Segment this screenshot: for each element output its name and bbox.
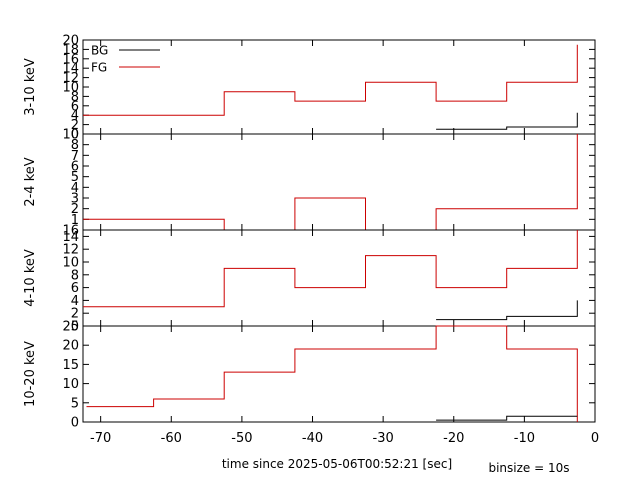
y-tick-label: 4 bbox=[71, 294, 79, 309]
y-tick-label: 0 bbox=[71, 416, 79, 431]
y-tick-label: 0 bbox=[71, 128, 79, 143]
y-tick-label: 14 bbox=[62, 230, 79, 245]
y-tick-label: 4 bbox=[71, 109, 79, 124]
x-tick-label: 0 bbox=[591, 431, 599, 446]
y-tick-label: 12 bbox=[62, 71, 79, 86]
y-tick-label: 2 bbox=[71, 307, 79, 322]
y-tick-label: 10 bbox=[62, 81, 79, 96]
y-tick-label: 3 bbox=[71, 192, 79, 207]
y-tick-label: 5 bbox=[71, 396, 79, 411]
y-tick-label: 2 bbox=[71, 118, 79, 133]
y-tick-label: 8 bbox=[71, 268, 79, 283]
y-tick-label: 1 bbox=[71, 213, 79, 228]
y-tick-label: 10 bbox=[62, 377, 79, 392]
y-tick-label: 12 bbox=[62, 243, 79, 258]
x-axis-label: time since 2025-05-06T00:52:21 [sec] bbox=[222, 457, 452, 471]
x-tick-label: -20 bbox=[443, 431, 464, 446]
legend: BG FG bbox=[91, 44, 160, 75]
panel-frame bbox=[82, 325, 596, 423]
series-fg-line bbox=[83, 134, 578, 231]
y-tick-label: 10 bbox=[62, 256, 79, 271]
series-fg-line bbox=[86, 325, 578, 422]
y-tick-label: 5 bbox=[71, 170, 79, 185]
series-bg-line bbox=[436, 415, 578, 421]
legend-label-fg: FG bbox=[91, 61, 107, 75]
x-tick-label: -70 bbox=[90, 431, 111, 446]
y-tick-label: 15 bbox=[62, 358, 79, 373]
legend-label-bg: BG bbox=[91, 44, 108, 58]
x-tick-label: -40 bbox=[302, 431, 323, 446]
binsize-note: binsize = 10s bbox=[488, 461, 569, 475]
panel-4: 0 5 10 15 20 25 10-20 keV bbox=[23, 320, 596, 431]
panel-frame bbox=[82, 229, 596, 327]
y-axis-label: 4-10 keV bbox=[23, 249, 38, 307]
y-tick-label: 18 bbox=[62, 43, 79, 58]
x-tick-label: -10 bbox=[514, 431, 535, 446]
series-bg-line bbox=[436, 300, 578, 321]
y-tick-label: 6 bbox=[71, 160, 79, 175]
series-bg-line bbox=[436, 112, 578, 130]
y-tick-label: 0 bbox=[71, 320, 79, 335]
panel-frame bbox=[82, 39, 596, 135]
y-axis-label: 10-20 keV bbox=[23, 341, 38, 407]
y-tick-label: 6 bbox=[71, 281, 79, 296]
y-tick-label: 10 bbox=[62, 128, 79, 143]
y-tick-label: 4 bbox=[71, 181, 79, 196]
x-tick-label: -50 bbox=[231, 431, 252, 446]
y-tick-label: 8 bbox=[71, 90, 79, 105]
x-tick-label: -60 bbox=[161, 431, 182, 446]
panel-frame bbox=[82, 133, 596, 231]
series-fg-line bbox=[83, 230, 578, 308]
y-tick-label: 7 bbox=[71, 149, 79, 164]
y-tick-label: 16 bbox=[62, 224, 79, 239]
x-axis: -70 -60 -50 -40 -30 -20 -10 0 bbox=[90, 431, 599, 446]
y-tick-label: 14 bbox=[62, 62, 79, 77]
y-tick-label: 2 bbox=[71, 202, 79, 217]
series-fg-line bbox=[83, 44, 578, 116]
y-tick-label: 20 bbox=[62, 339, 79, 354]
y-tick-label: 20 bbox=[62, 34, 79, 49]
y-axis-label: 2-4 keV bbox=[23, 157, 38, 206]
y-tick-label: 25 bbox=[62, 320, 79, 335]
y-axis-label: 3-10 keV bbox=[23, 58, 38, 116]
y-tick-label: 8 bbox=[71, 138, 79, 153]
y-tick-label: 6 bbox=[71, 99, 79, 114]
y-tick-label: 16 bbox=[62, 52, 79, 67]
x-tick-label: -30 bbox=[373, 431, 394, 446]
